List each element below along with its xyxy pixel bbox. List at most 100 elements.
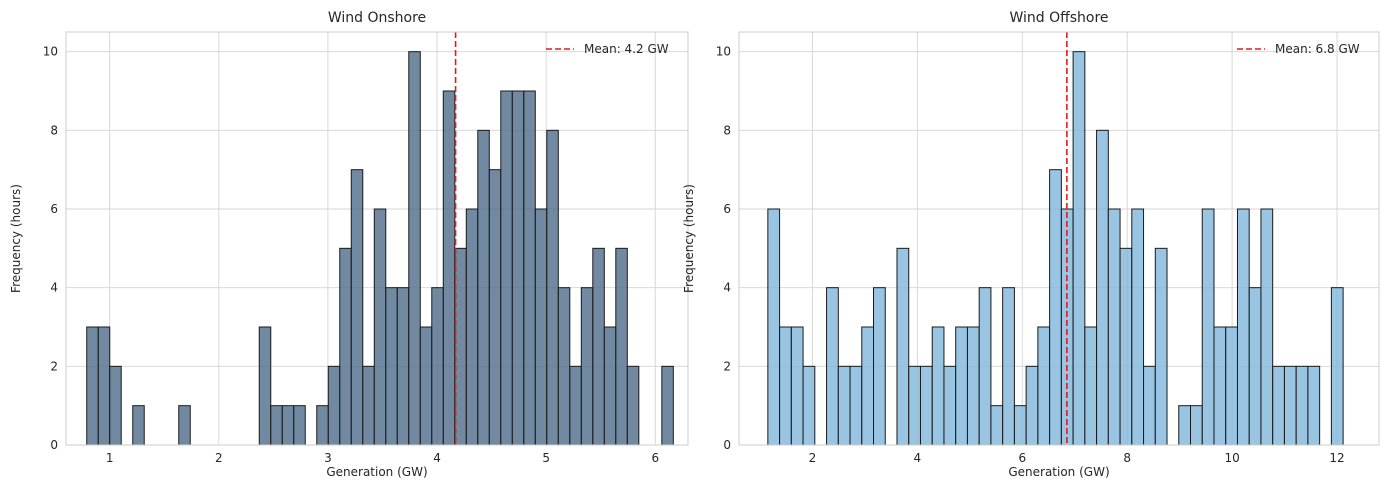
y-tick-label: 10 <box>43 45 58 59</box>
x-tick-label: 5 <box>542 451 550 465</box>
histogram-bar <box>1178 405 1192 446</box>
histogram-bar <box>1131 208 1145 446</box>
histogram-bar <box>919 365 933 446</box>
histogram-bar <box>1037 326 1051 446</box>
histogram-bar <box>1283 365 1297 446</box>
y-tick-label: 6 <box>723 202 731 216</box>
histogram-bar <box>955 326 968 446</box>
y-tick-label: 2 <box>50 359 58 373</box>
histogram-bar <box>908 365 921 446</box>
x-tick-label: 2 <box>809 451 817 465</box>
tick-labels: 1 2 3 4 5 6 0 2 4 6 8 10 <box>43 45 659 465</box>
histogram-bar <box>109 365 122 446</box>
y-axis-label: Frequency (hours) <box>9 184 23 293</box>
legend: Mean: 6.8 GW <box>1237 42 1360 56</box>
histogram-bar <box>943 365 957 446</box>
x-tick-label: 10 <box>1224 451 1239 465</box>
histogram-bar <box>500 90 513 446</box>
y-tick-label: 4 <box>50 281 58 295</box>
histogram-bar <box>603 326 617 446</box>
y-tick-label: 8 <box>723 123 731 137</box>
x-tick-label: 6 <box>1018 451 1026 465</box>
histogram-bar <box>661 365 674 446</box>
histogram-bar <box>431 287 444 446</box>
histogram-bar <box>316 405 329 446</box>
histogram-bar <box>1002 287 1015 446</box>
histogram-bar <box>767 208 781 446</box>
histogram-bar <box>1025 365 1039 446</box>
x-tick-label: 4 <box>433 451 441 465</box>
histogram-bar <box>1201 208 1215 446</box>
histogram-bar <box>362 365 375 446</box>
x-tick-label: 1 <box>106 451 114 465</box>
histogram-bar <box>258 326 272 446</box>
histogram-bar <box>849 365 863 446</box>
y-tick-label: 4 <box>723 281 731 295</box>
histogram-bar <box>488 169 502 446</box>
histogram-bar <box>1225 326 1238 446</box>
y-tick-label: 2 <box>723 359 731 373</box>
histogram-bar <box>826 287 839 446</box>
x-axis-label: Generation (GW) <box>326 465 427 479</box>
histogram-bar <box>327 365 341 446</box>
histogram-bar <box>1096 129 1109 446</box>
x-tick-label: 8 <box>1123 451 1131 465</box>
y-tick-label: 10 <box>716 45 731 59</box>
histogram-bar <box>873 287 886 446</box>
x-tick-label: 3 <box>324 451 332 465</box>
histogram-bar <box>592 247 605 446</box>
x-tick-label: 2 <box>215 451 223 465</box>
histogram-bar <box>1013 405 1027 446</box>
chart-title: Wind Onshore <box>328 10 426 26</box>
histogram-bar <box>978 287 992 446</box>
histogram-bar <box>779 326 792 446</box>
histogram-bar <box>966 326 980 446</box>
histogram-bar <box>419 326 433 446</box>
histogram-bar <box>1107 208 1121 446</box>
histogram-bar <box>293 405 306 446</box>
histogram-bar <box>454 247 467 446</box>
histogram-bar <box>350 169 364 446</box>
histogram-bar <box>86 326 99 446</box>
y-tick-label: 6 <box>50 202 58 216</box>
histogram-bars <box>767 51 1344 446</box>
histogram-bar <box>534 208 548 446</box>
histogram-bar <box>339 247 352 446</box>
wind-onshore-panel: 1 2 3 4 5 6 0 2 4 6 8 10 Wind Onshore Generation (G… <box>9 10 689 479</box>
y-tick-label: 0 <box>723 438 731 452</box>
histogram-bar <box>615 247 628 446</box>
chart-title: Wind Offshore <box>1009 10 1108 26</box>
histogram-bar <box>408 51 421 446</box>
wind-offshore-panel: 2 4 6 8 10 12 0 2 4 6 8 10 Wind Offshore Generation… <box>682 10 1380 479</box>
histogram-bar <box>790 326 804 446</box>
histogram-bar <box>385 287 398 446</box>
histogram-bar <box>1154 247 1168 446</box>
histogram-bar <box>1295 365 1309 446</box>
histogram-bar <box>465 208 479 446</box>
histogram-bar <box>1143 365 1156 446</box>
histogram-bar <box>511 90 525 446</box>
x-tick-label: 6 <box>651 451 659 465</box>
histogram-bar <box>626 365 640 446</box>
histogram-bar <box>1236 208 1250 446</box>
y-axis-label: Frequency (hours) <box>682 184 696 293</box>
histogram-bar <box>861 326 875 446</box>
histogram-bar <box>802 365 816 446</box>
axes-frame <box>738 31 1380 446</box>
histogram-bar <box>557 287 571 446</box>
histogram-bar <box>1248 287 1262 446</box>
histogram-bar <box>896 247 910 446</box>
histogram-bar <box>1330 287 1344 446</box>
histogram-bar <box>1190 405 1203 446</box>
histogram-bar <box>442 90 456 446</box>
histogram-bar <box>931 326 945 446</box>
histogram-bar <box>477 129 490 446</box>
histogram-bar <box>270 405 283 446</box>
histogram-bar <box>178 405 191 446</box>
histogram-bar <box>523 90 536 446</box>
histogram-bar <box>1307 365 1321 446</box>
x-tick-label: 12 <box>1329 451 1344 465</box>
histogram-bar <box>1072 51 1086 446</box>
legend-mean-label: Mean: 4.2 GW <box>584 42 669 56</box>
